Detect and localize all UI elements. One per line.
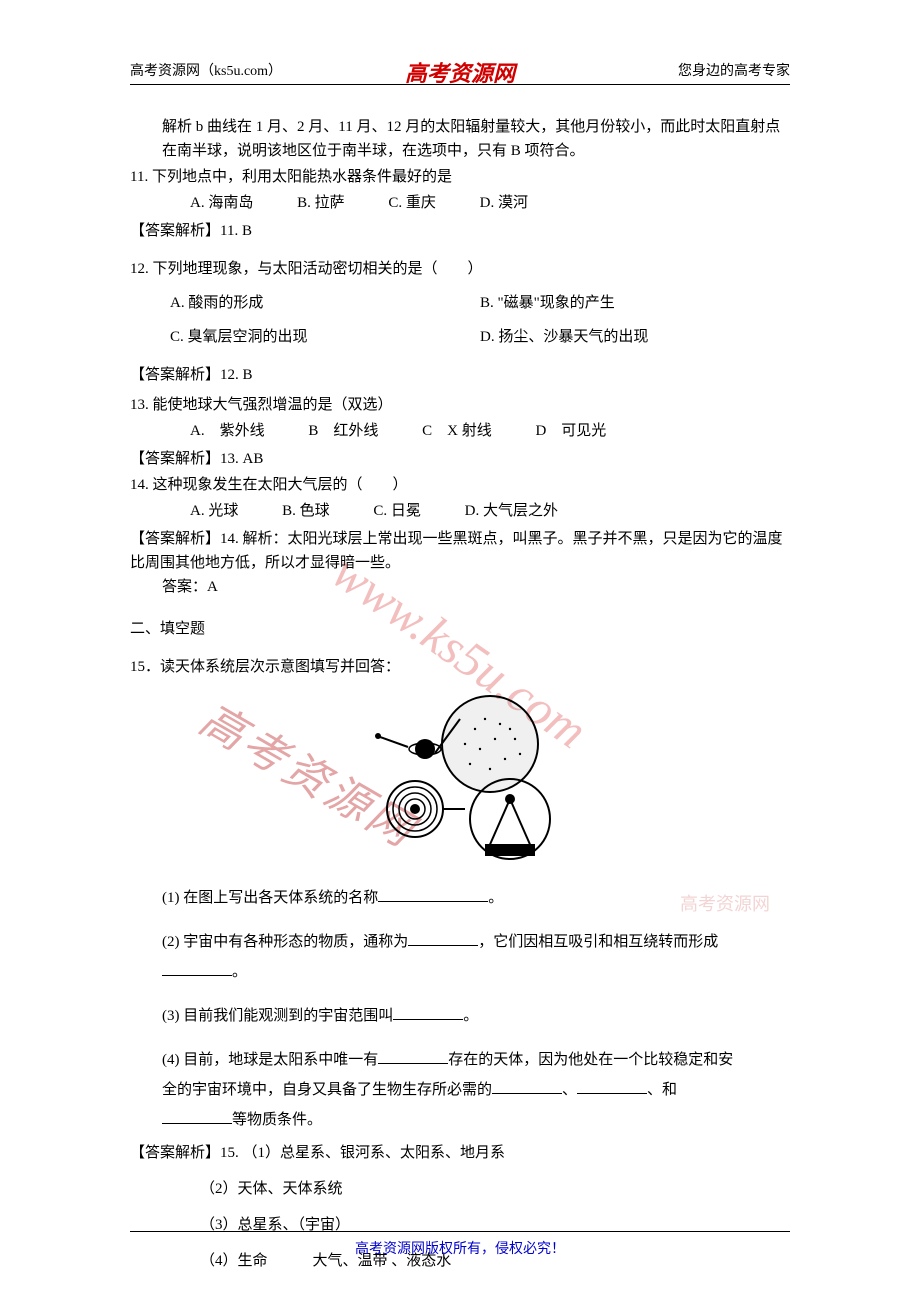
section-2-title: 二、填空题: [130, 617, 790, 641]
q14-answer: 【答案解析】14. 解析：太阳光球层上常出现一些黑斑点，叫黑子。黑子并不黑，只是…: [130, 527, 790, 575]
q15-sub2-end: 。: [232, 964, 247, 980]
header-left: 高考资源网（ks5u.com）: [130, 60, 282, 80]
q15-sub4b: 存在的天体，因为他处在一个比较稳定和安: [448, 1052, 733, 1068]
q15-sub2b: ，它们因相互吸引和相互绕转而形成: [478, 934, 718, 950]
q15-sub2: (2) 宇宙中有各种形态的物质，通称为 ，它们因相互吸引和相互绕转而形成 。: [130, 927, 790, 987]
q15-sub4: (4) 目前，地球是太阳系中唯一有 存在的天体，因为他处在一个比较稳定和安 全的宇…: [130, 1045, 790, 1135]
page-header: 高考资源网（ks5u.com） 高考资源网 您身边的高考专家: [130, 60, 790, 85]
q14-ans-label: 【答案解析】14. 解析：: [130, 531, 288, 547]
q15-a1: （1）总星系、银河系、太阳系、地月系: [243, 1145, 506, 1161]
q13-options: A. 紫外线 B 红外线 C X 射线 D 可见光: [130, 419, 790, 443]
analysis-label: 解析: [162, 119, 192, 135]
q14-stem: 14. 这种现象发生在太阳大气层的（ ）: [130, 473, 790, 497]
q11-options: A. 海南岛 B. 拉萨 C. 重庆 D. 漠河: [130, 191, 790, 215]
blank: [408, 930, 478, 946]
blank: [378, 1048, 448, 1064]
q12-stem: 12. 下列地理现象，与太阳活动密切相关的是（ ）: [130, 257, 790, 281]
blank: [162, 960, 232, 976]
analysis-text: b 曲线在 1 月、2 月、11 月、12 月的太阳辐射量较大，其他月份较小，而…: [162, 119, 780, 159]
q12-opt-d: D. 扬尘、沙暴天气的出现: [480, 325, 790, 349]
q14-opt-b: B. 色球: [282, 499, 330, 523]
q15-sub1-text: (1) 在图上写出各天体系统的名称: [162, 890, 378, 906]
q15-stem: 15．读天体系统层次示意图填写并回答：: [130, 655, 790, 679]
q13-opt-c: C X 射线: [422, 419, 492, 443]
content-body: 解析 b 曲线在 1 月、2 月、11 月、12 月的太阳辐射量较大，其他月份较…: [130, 115, 790, 1273]
q15-sub3a: (3) 目前我们能观测到的宇宙范围叫: [162, 1008, 393, 1024]
q11-opt-c: C. 重庆: [388, 191, 436, 215]
q14-final-value: A: [207, 579, 218, 595]
q15-sub3-end: 。: [463, 1008, 478, 1024]
q13-stem: 13. 能使地球大气强烈增温的是（双选）: [130, 393, 790, 417]
q15-sub2a: (2) 宇宙中有各种形态的物质，通称为: [162, 934, 408, 950]
q13-opt-d: D 可见光: [535, 419, 606, 443]
q11-opt-d: D. 漠河: [480, 191, 528, 215]
q12-opt-c: C. 臭氧层空洞的出现: [170, 325, 480, 349]
intro-analysis: 解析 b 曲线在 1 月、2 月、11 月、12 月的太阳辐射量较大，其他月份较…: [130, 115, 790, 163]
q15-ans-prefix: 【答案解析】15.: [130, 1145, 239, 1161]
q11-opt-b: B. 拉萨: [297, 191, 345, 215]
q14-options: A. 光球 B. 色球 C. 日冕 D. 大气层之外: [130, 499, 790, 523]
header-center: 高考资源网: [405, 56, 515, 88]
blank: [492, 1078, 562, 1094]
q14-final: 答案：A: [130, 575, 790, 599]
q15-sub1-end: 。: [488, 890, 503, 906]
q12-opt-b: B. "磁暴"现象的产生: [480, 291, 790, 315]
q14-opt-d: D. 大气层之外: [465, 499, 558, 523]
q11-stem: 11. 下列地点中，利用太阳能热水器条件最好的是: [130, 165, 790, 189]
celestial-diagram-svg: [330, 689, 590, 869]
page-footer: 高考资源网版权所有，侵权必究！: [130, 1231, 790, 1258]
q11-answer: 【答案解析】11. B: [130, 219, 790, 243]
q15-sub4a: (4) 目前，地球是太阳系中唯一有: [162, 1052, 378, 1068]
q11-opt-a: A. 海南岛: [190, 191, 253, 215]
q12-opt-a: A. 酸雨的形成: [170, 291, 480, 315]
q15-sub4-end: 等物质条件。: [232, 1112, 322, 1128]
q15-answer-label: 【答案解析】15. （1）总星系、银河系、太阳系、地月系: [130, 1141, 790, 1165]
q14-opt-c: C. 日冕: [373, 499, 421, 523]
blank: [577, 1078, 647, 1094]
q15-and: 、和: [647, 1082, 677, 1098]
blank: [393, 1004, 463, 1020]
faint-watermark: 高考资源网: [680, 890, 770, 916]
q15-figure: [330, 689, 590, 869]
q15-sub3: (3) 目前我们能观测到的宇宙范围叫 。: [130, 1001, 790, 1031]
document-page: 高考资源网（ks5u.com） 高考资源网 您身边的高考专家 www.ks5u.…: [0, 0, 920, 1302]
q15-sep1: 、: [562, 1082, 577, 1098]
q14-opt-a: A. 光球: [190, 499, 238, 523]
q13-opt-a: A. 紫外线: [190, 419, 265, 443]
q12-options: A. 酸雨的形成 B. "磁暴"现象的产生 C. 臭氧层空洞的出现 D. 扬尘、…: [130, 291, 790, 349]
q13-answer: 【答案解析】13. AB: [130, 447, 790, 471]
q12-answer: 【答案解析】12. B: [130, 363, 790, 387]
q13-opt-b: B 红外线: [308, 419, 378, 443]
header-right: 您身边的高考专家: [678, 60, 790, 80]
blank: [162, 1108, 232, 1124]
blank: [378, 886, 488, 902]
q14-final-label: 答案：: [162, 579, 207, 595]
q15-a2: （2）天体、天体系统: [130, 1177, 790, 1201]
q15-sub4c: 全的宇宙环境中，自身又具备了生物生存所必需的: [162, 1082, 492, 1098]
